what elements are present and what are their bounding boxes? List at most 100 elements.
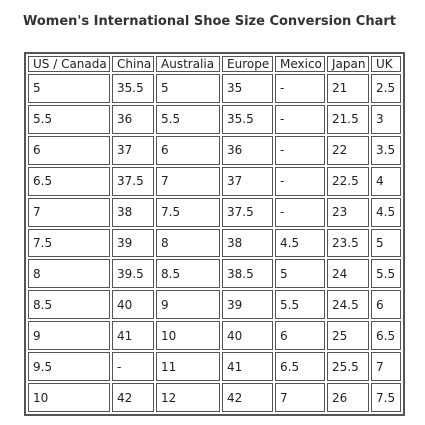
cell-china: 36 xyxy=(112,104,154,134)
table-row: 7.5 39 8 38 4.5 23.5 5 xyxy=(28,228,401,258)
cell-us-canada: 7 xyxy=(28,197,110,227)
cell-us-canada: 5 xyxy=(28,74,110,103)
cell-us-canada: 5.5 xyxy=(28,104,110,134)
cell-uk: 4.5 xyxy=(371,197,401,227)
cell-mexico: - xyxy=(275,104,325,134)
cell-europe: 39 xyxy=(222,290,273,320)
cell-china: 37.5 xyxy=(112,166,154,196)
cell-europe: 35 xyxy=(222,74,273,103)
cell-japan: 21 xyxy=(327,74,369,103)
cell-japan: 22.5 xyxy=(327,166,369,196)
cell-uk: 5.5 xyxy=(371,259,401,289)
cell-uk: 4 xyxy=(371,166,401,196)
cell-china: 39 xyxy=(112,228,154,258)
table-row: 10 42 12 42 7 26 7.5 xyxy=(28,383,401,412)
header-us-canada: US / Canada xyxy=(28,56,110,72)
cell-australia: 7.5 xyxy=(156,197,220,227)
cell-australia: 5 xyxy=(156,74,220,103)
cell-us-canada: 6.5 xyxy=(28,166,110,196)
cell-japan: 24.5 xyxy=(327,290,369,320)
cell-us-canada: 6 xyxy=(28,135,110,165)
cell-europe: 38 xyxy=(222,228,273,258)
cell-mexico: 6.5 xyxy=(275,352,325,382)
cell-mexico: - xyxy=(275,197,325,227)
cell-australia: 5.5 xyxy=(156,104,220,134)
cell-us-canada: 9 xyxy=(28,321,110,351)
cell-japan: 23.5 xyxy=(327,228,369,258)
cell-us-canada: 8 xyxy=(28,259,110,289)
cell-europe: 37 xyxy=(222,166,273,196)
cell-us-canada: 8.5 xyxy=(28,290,110,320)
table-header-row: US / Canada China Australia Europe Mexic… xyxy=(28,56,401,72)
cell-mexico: - xyxy=(275,135,325,165)
cell-uk: 7 xyxy=(371,352,401,382)
table-row: 9.5-11 41 6.5 25.5 7 xyxy=(28,352,401,382)
cell-europe: 41 xyxy=(222,352,273,382)
cell-europe: 37.5 xyxy=(222,197,273,227)
cell-japan: 21.5 xyxy=(327,104,369,134)
cell-uk: 7.5 xyxy=(371,383,401,412)
table-row: 5 35.5 5 35-21 2.5 xyxy=(28,74,401,103)
cell-mexico: 7 xyxy=(275,383,325,412)
cell-mexico: 5.5 xyxy=(275,290,325,320)
cell-japan: 26 xyxy=(327,383,369,412)
table-body: 5 35.5 5 35-21 2.5 5.5 36 5.5 35.5-21.5 3 6 37 6 36-2… xyxy=(28,74,401,412)
cell-uk: 5 xyxy=(371,228,401,258)
cell-japan: 25 xyxy=(327,321,369,351)
cell-china: 35.5 xyxy=(112,74,154,103)
cell-china: 39.5 xyxy=(112,259,154,289)
cell-australia: 8.5 xyxy=(156,259,220,289)
cell-china: - xyxy=(112,352,154,382)
cell-japan: 25.5 xyxy=(327,352,369,382)
cell-mexico: - xyxy=(275,166,325,196)
cell-australia: 11 xyxy=(156,352,220,382)
table-row: 8 39.5 8.5 38.5 5 24 5.5 xyxy=(28,259,401,289)
cell-china: 38 xyxy=(112,197,154,227)
cell-mexico: 6 xyxy=(275,321,325,351)
cell-china: 42 xyxy=(112,383,154,412)
chart-title: Women's International Shoe Size Conversi… xyxy=(23,14,396,29)
cell-china: 41 xyxy=(112,321,154,351)
cell-us-canada: 9.5 xyxy=(28,352,110,382)
cell-uk: 2.5 xyxy=(371,74,401,103)
cell-mexico: 5 xyxy=(275,259,325,289)
table-row: 5.5 36 5.5 35.5-21.5 3 xyxy=(28,104,401,134)
cell-uk: 3 xyxy=(371,104,401,134)
cell-europe: 36 xyxy=(222,135,273,165)
table-row: 8.5 40 9 39 5.5 24.5 6 xyxy=(28,290,401,320)
cell-japan: 22 xyxy=(327,135,369,165)
cell-mexico: - xyxy=(275,74,325,103)
header-mexico: Mexico xyxy=(275,56,325,72)
header-japan: Japan xyxy=(327,56,369,72)
table-row: 7 38 7.5 37.5-23 4.5 xyxy=(28,197,401,227)
table-row: 6.5 37.5 7 37-22.5 4 xyxy=(28,166,401,196)
cell-australia: 9 xyxy=(156,290,220,320)
cell-australia: 12 xyxy=(156,383,220,412)
table-row: 6 37 6 36-22 3.5 xyxy=(28,135,401,165)
cell-us-canada: 10 xyxy=(28,383,110,412)
cell-uk: 6.5 xyxy=(371,321,401,351)
header-europe: Europe xyxy=(222,56,273,72)
cell-japan: 23 xyxy=(327,197,369,227)
cell-uk: 3.5 xyxy=(371,135,401,165)
size-conversion-table-frame: US / Canada China Australia Europe Mexic… xyxy=(24,52,405,416)
cell-australia: 6 xyxy=(156,135,220,165)
size-conversion-table: US / Canada China Australia Europe Mexic… xyxy=(26,54,403,414)
cell-uk: 6 xyxy=(371,290,401,320)
cell-china: 40 xyxy=(112,290,154,320)
cell-australia: 8 xyxy=(156,228,220,258)
table-row: 9 41 10 40 6 25 6.5 xyxy=(28,321,401,351)
header-uk: UK xyxy=(371,56,401,72)
cell-australia: 10 xyxy=(156,321,220,351)
cell-europe: 35.5 xyxy=(222,104,273,134)
cell-australia: 7 xyxy=(156,166,220,196)
cell-us-canada: 7.5 xyxy=(28,228,110,258)
cell-mexico: 4.5 xyxy=(275,228,325,258)
cell-europe: 42 xyxy=(222,383,273,412)
cell-japan: 24 xyxy=(327,259,369,289)
header-australia: Australia xyxy=(156,56,220,72)
cell-europe: 38.5 xyxy=(222,259,273,289)
cell-china: 37 xyxy=(112,135,154,165)
cell-europe: 40 xyxy=(222,321,273,351)
header-china: China xyxy=(112,56,154,72)
